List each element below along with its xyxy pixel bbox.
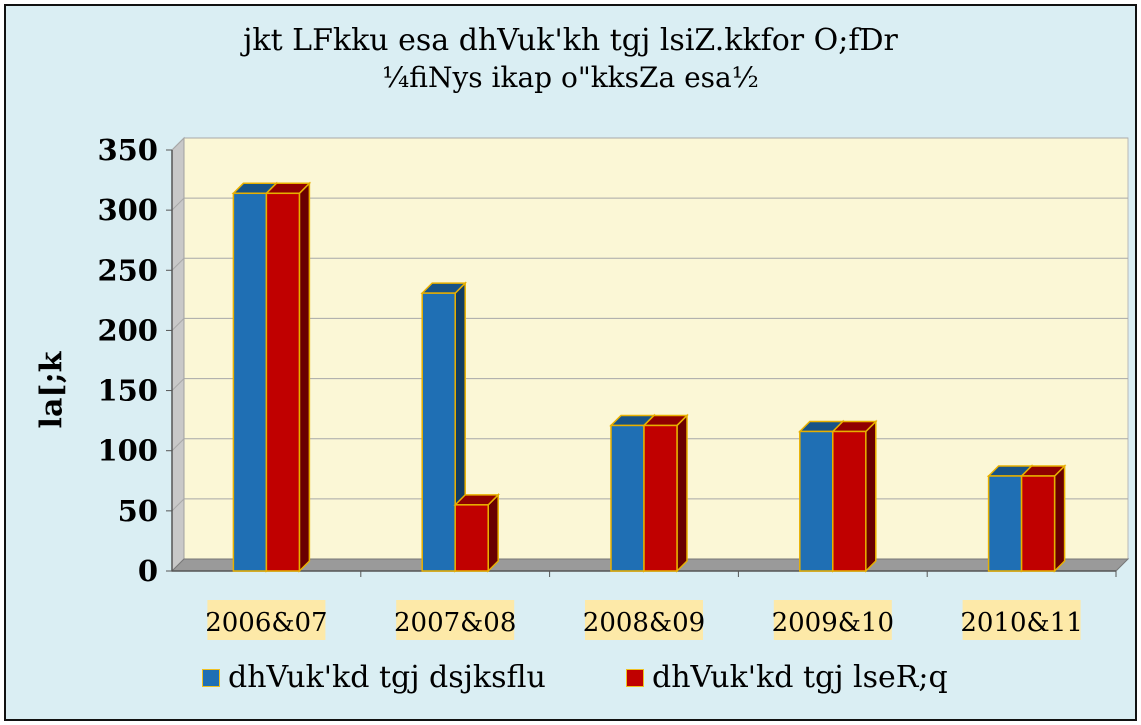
- legend-swatch-1: [202, 669, 220, 687]
- x-tick-label-box: [396, 600, 515, 640]
- bar: [799, 430, 834, 572]
- bar: [987, 475, 1023, 572]
- gridline: [171, 197, 1128, 211]
- x-tick-label: 2010&11: [960, 608, 1082, 638]
- x-tick-label-box: [773, 600, 892, 640]
- bar-side: [865, 419, 877, 573]
- bar: [643, 424, 678, 572]
- gridline: [171, 137, 1128, 151]
- y-tick-label: 300: [97, 193, 158, 227]
- legend-label-1: dhVuk'kd tgj dsjksflu: [228, 660, 546, 695]
- legend-item-series-2: dhVuk'kd tgj lseR;q: [626, 660, 948, 696]
- bar-side: [676, 413, 688, 573]
- y-tick-label: 50: [118, 494, 158, 528]
- gridline: [171, 257, 1128, 271]
- x-tick-label: 2006&07: [205, 608, 327, 638]
- chart-subtitle: ¼fiNys ikap o"kksZa esa½: [382, 61, 759, 94]
- x-tick-label: 2007&08: [394, 608, 516, 638]
- x-tick-label-box: [585, 600, 703, 640]
- x-tick-label: 2008&09: [583, 608, 705, 638]
- bar: [832, 430, 867, 572]
- bar: [610, 424, 645, 572]
- x-tick-label-box: [207, 600, 326, 640]
- bar: [454, 504, 489, 572]
- x-tick-label: 2009&10: [772, 608, 894, 638]
- bar-side: [487, 493, 499, 573]
- bar: [421, 292, 456, 572]
- bar-side: [1053, 464, 1066, 573]
- y-tick-label: 100: [97, 434, 158, 468]
- bar: [1020, 475, 1056, 572]
- y-tick-label: 150: [97, 374, 158, 408]
- y-tick-label: 200: [97, 313, 158, 347]
- legend-swatch-2: [626, 669, 644, 687]
- y-tick-label: 0: [138, 554, 158, 588]
- gridline: [171, 317, 1128, 331]
- legend-label-2: dhVuk'kd tgj lseR;q: [652, 660, 948, 695]
- gridline: [171, 378, 1128, 391]
- bar: [265, 192, 301, 572]
- y-tick-label: 250: [97, 253, 158, 287]
- chart-title: jkt LFkku esa dhVuk'kh tgj lsiZ.kkfor O;…: [243, 23, 898, 58]
- bar: [232, 192, 268, 572]
- plot-side-wall: [171, 136, 185, 573]
- x-tick-label-box: [962, 600, 1081, 640]
- bar-side: [298, 181, 311, 573]
- legend-item-series-1: dhVuk'kd tgj dsjksflu: [202, 660, 546, 696]
- y-tick-label: 350: [97, 133, 158, 167]
